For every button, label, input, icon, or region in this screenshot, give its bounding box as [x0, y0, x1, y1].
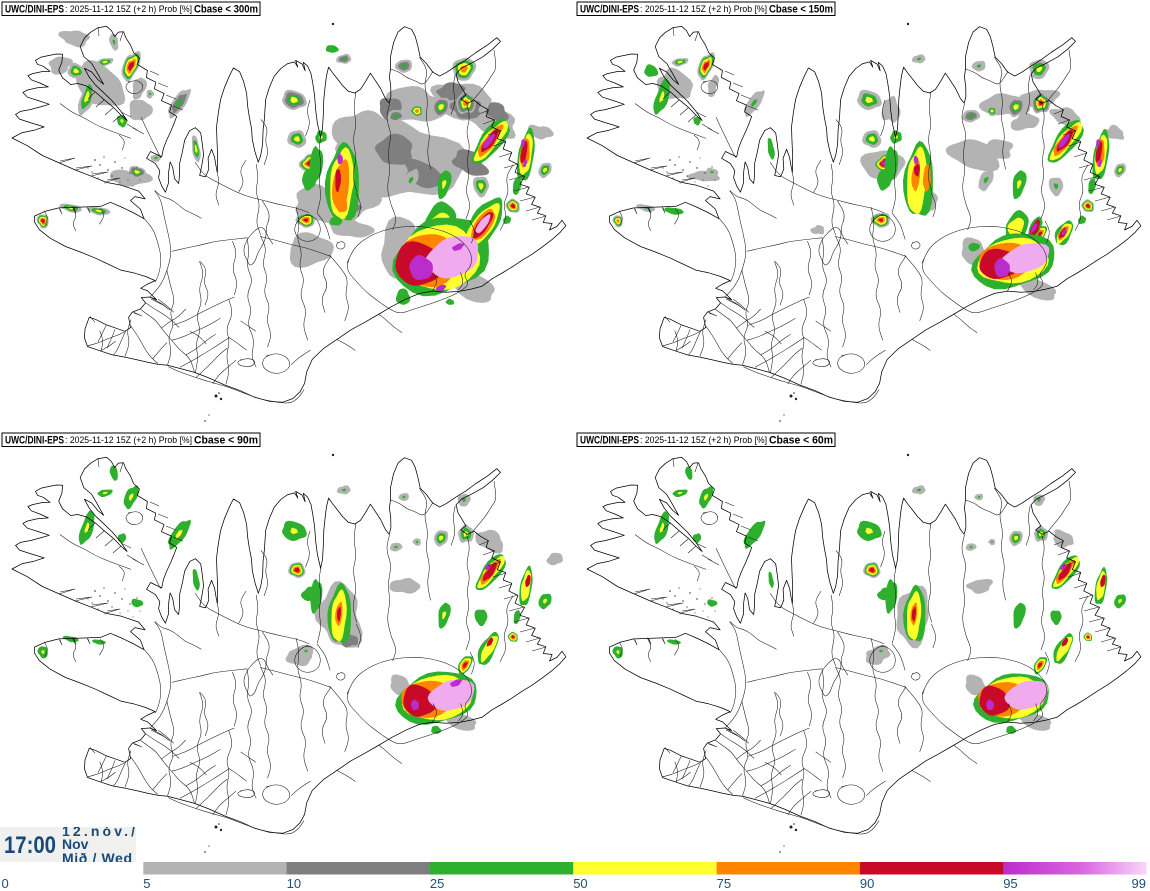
svg-text:0: 0: [2, 876, 9, 891]
svg-text:90: 90: [860, 876, 874, 891]
svg-text:UWC/DINI-EPS: UWC/DINI-EPS: [5, 435, 64, 447]
svg-text:Cbase < 300m: Cbase < 300m: [194, 4, 258, 16]
svg-text:Cbase < 150m: Cbase < 150m: [769, 4, 833, 16]
svg-text:UWC/DINI-EPS: UWC/DINI-EPS: [580, 4, 639, 16]
svg-text:12.nóv./: 12.nóv./: [62, 823, 135, 839]
svg-text:UWC/DINI-EPS: UWC/DINI-EPS: [580, 435, 639, 447]
svg-text:99: 99: [1132, 876, 1146, 891]
svg-text:: 2025-11-12 15Z (+2 h) Prob [: : 2025-11-12 15Z (+2 h) Prob [%]: [65, 4, 192, 14]
svg-text:: 2025-11-12 15Z (+2 h) Prob [: : 2025-11-12 15Z (+2 h) Prob [%]: [640, 435, 767, 445]
svg-text:Nov: Nov: [62, 836, 89, 852]
svg-text:75: 75: [717, 876, 731, 891]
svg-text:95: 95: [1003, 876, 1017, 891]
svg-text:Cbase < 90m: Cbase < 90m: [194, 435, 258, 447]
svg-text:10: 10: [287, 876, 301, 891]
svg-text:Mið / Wed: Mið / Wed: [62, 850, 132, 866]
svg-text:17:00: 17:00: [4, 832, 56, 859]
svg-text:Cbase < 60m: Cbase < 60m: [769, 435, 833, 447]
svg-text:5: 5: [143, 876, 150, 891]
svg-text:25: 25: [430, 876, 444, 891]
svg-text:50: 50: [573, 876, 587, 891]
svg-text:: 2025-11-12 15Z (+2 h) Prob [: : 2025-11-12 15Z (+2 h) Prob [%]: [65, 435, 192, 445]
svg-text:: 2025-11-12 15Z (+2 h) Prob [: : 2025-11-12 15Z (+2 h) Prob [%]: [640, 4, 767, 14]
svg-text:UWC/DINI-EPS: UWC/DINI-EPS: [5, 4, 64, 16]
